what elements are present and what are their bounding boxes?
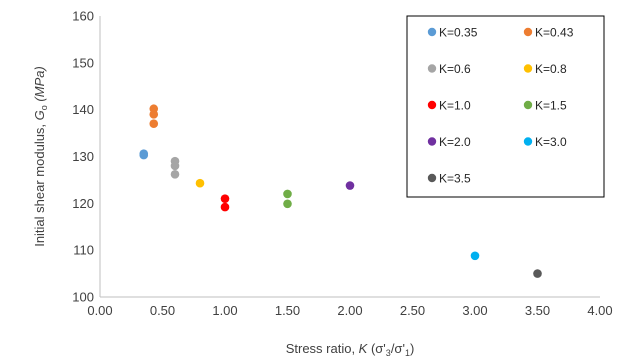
data-point	[170, 161, 180, 171]
y-tick-labels: 100 110 120 130 140 150 160	[72, 9, 94, 305]
data-point	[149, 110, 159, 119]
data-point	[139, 150, 149, 160]
y-axis-label: Initial shear modulus, Go (MPa)	[32, 66, 49, 247]
legend-label: K=3.5	[439, 171, 471, 185]
legend-label: K=0.43	[535, 25, 574, 39]
legend-label: K=0.8	[535, 62, 567, 76]
y-tick-label: 100	[72, 290, 94, 305]
data-point	[533, 269, 542, 278]
legend-marker	[427, 173, 437, 183]
x-tick-label: 2.50	[400, 303, 425, 318]
legend-marker	[427, 27, 437, 37]
data-point	[195, 178, 205, 188]
data-point	[345, 181, 355, 190]
x-tick-label: 0.00	[87, 303, 112, 318]
data-point	[220, 194, 230, 203]
y-tick-label: 160	[72, 9, 94, 24]
data-point	[170, 169, 180, 179]
x-tick-label: 2.00	[337, 303, 362, 318]
legend-label: K=2.0	[439, 135, 471, 149]
x-axis-label: Stress ratio, K (σ'3/σ'1)	[286, 341, 415, 358]
x-tick-label: 3.00	[462, 303, 487, 318]
y-tick-label: 150	[72, 55, 94, 70]
data-point	[283, 199, 292, 209]
legend-label: K=0.35	[439, 25, 478, 39]
data-point	[470, 251, 480, 261]
legend-marker	[523, 27, 533, 37]
legend-marker	[523, 64, 533, 73]
legend-label: K=0.6	[439, 62, 471, 76]
legend-label: K=3.0	[535, 135, 567, 149]
x-tick-labels: 0.00 0.50 1.00 1.50 2.00 2.50 3.00 3.50 4.00	[87, 303, 612, 318]
legend-marker	[523, 137, 533, 146]
y-tick-label: 110	[73, 243, 94, 258]
plot-area: 100 110 120 130 140 150 160 0.00 0.50 1.00 1.50 2.…	[72, 9, 612, 319]
legend-marker	[523, 100, 533, 110]
data-point	[149, 119, 159, 129]
x-tick-label: 1.50	[275, 303, 300, 318]
legend: K=0.35 K=0.43 K=0.6 K=0.8 K=1.0 K=1.5 K=2.0 K=3…	[406, 15, 605, 198]
legend-label: K=1.0	[439, 98, 471, 112]
x-tick-label: 4.00	[587, 303, 612, 318]
x-tick-label: 0.50	[150, 303, 175, 318]
x-tick-label: 3.50	[525, 303, 550, 318]
data-point	[220, 202, 230, 212]
x-tick-label: 1.00	[212, 303, 237, 318]
legend-marker	[427, 100, 437, 110]
legend-marker	[427, 137, 437, 146]
legend-marker	[427, 64, 437, 73]
legend-label: K=1.5	[535, 98, 567, 112]
y-tick-label: 130	[72, 149, 94, 164]
y-tick-label: 140	[72, 102, 94, 117]
data-point	[283, 189, 292, 199]
legend-box	[406, 15, 605, 198]
data-points	[139, 104, 542, 278]
y-tick-label: 120	[72, 196, 94, 211]
